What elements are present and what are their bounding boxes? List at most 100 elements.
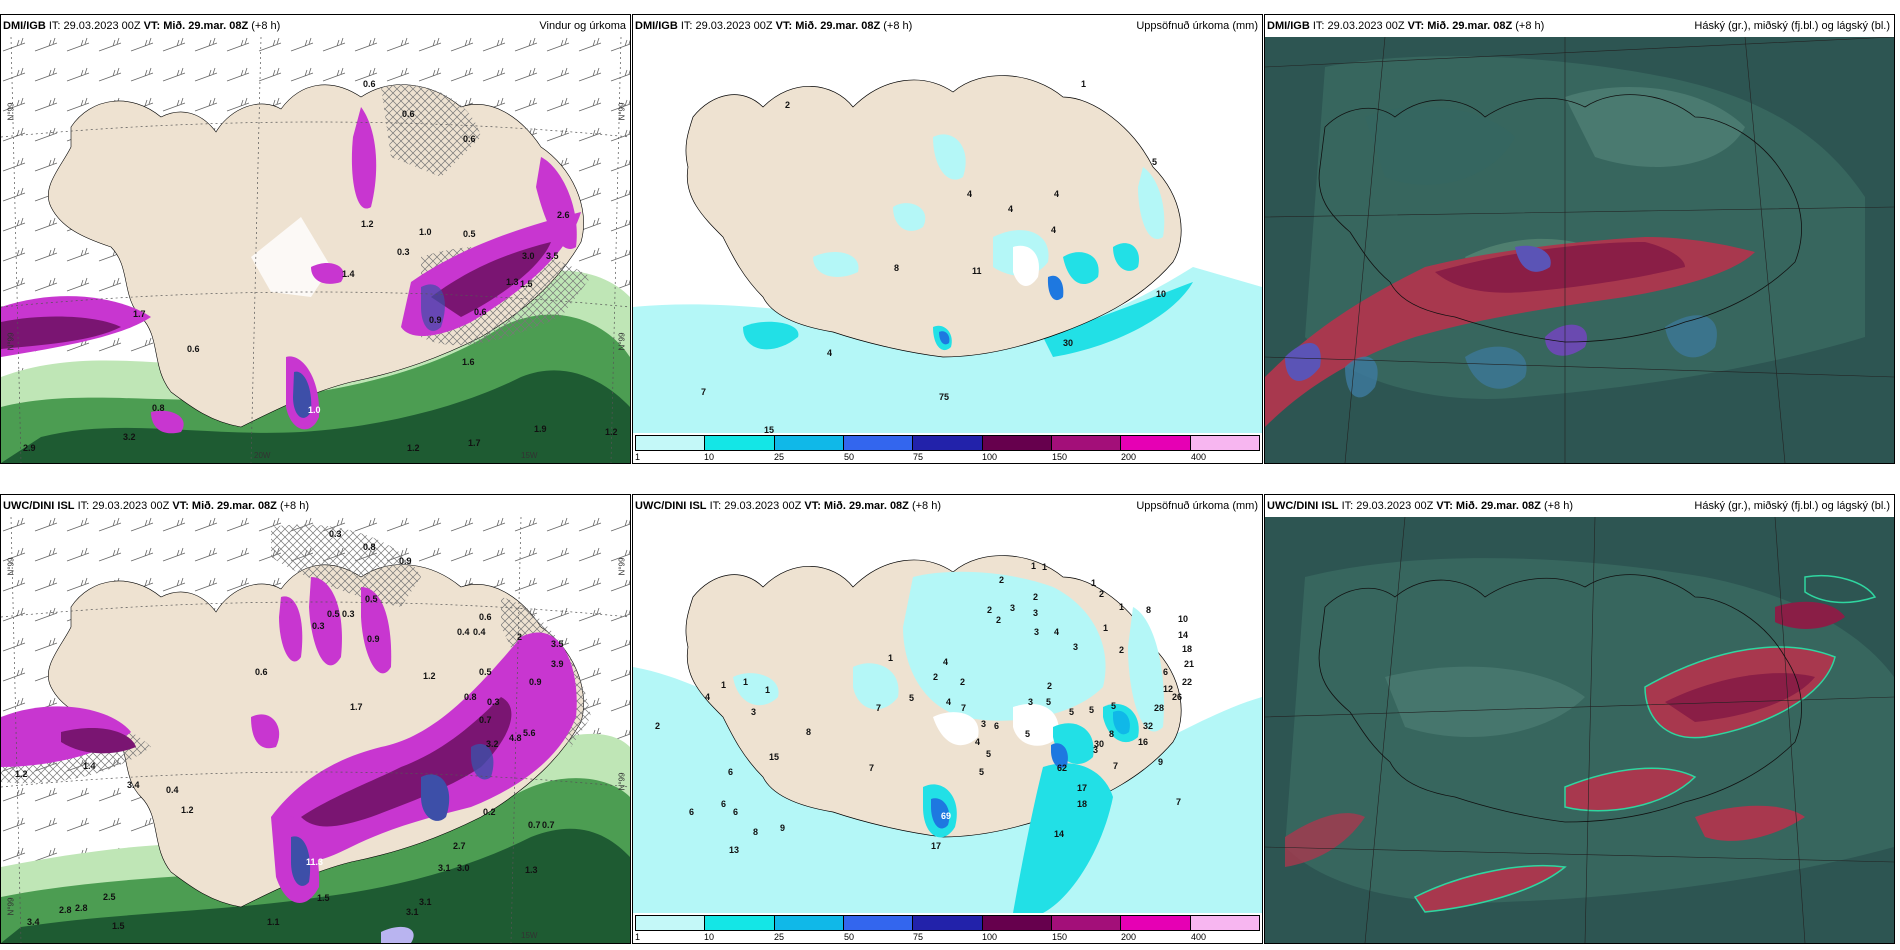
value-label: 11	[972, 266, 982, 276]
value-label: 1	[1091, 578, 1097, 588]
legend-swatch	[913, 915, 983, 931]
value-label: 0.3	[342, 609, 355, 619]
value-label: 0.3	[312, 621, 325, 631]
value-label: 7	[961, 703, 967, 713]
value-label: 10	[1156, 289, 1167, 299]
panel-header: DMI/IGB IT: 29.03.2023 00Z VT: Mið. 29.m…	[1265, 15, 1894, 37]
axis-label: N°99	[617, 557, 627, 576]
value-label: 1.2	[15, 769, 28, 779]
legend-swatch	[705, 915, 775, 931]
value-label: 8	[806, 727, 812, 737]
value-label: 7	[1176, 797, 1182, 807]
axis-label: N°99	[617, 332, 627, 351]
value-label: 6	[728, 767, 734, 777]
value-label: 8	[894, 263, 900, 273]
value-label: 0.3	[329, 529, 342, 539]
value-label: 3.4	[27, 917, 40, 927]
legend-tick: 1	[635, 932, 641, 942]
value-label: 1.4	[342, 269, 355, 279]
map-wind-precip: 0.6 0.6 0.6 1.2 0.3 1.0 0.5 3.0 3.5 2.6 …	[1, 37, 630, 463]
value-label: 2.6	[557, 210, 570, 220]
legend-tick: 200	[1121, 932, 1137, 942]
run-time: IT: 29.03.2023 00Z	[77, 500, 170, 512]
value-label: 1.2	[361, 219, 374, 229]
lead-time: (+8 h)	[1543, 500, 1574, 512]
axis-label: 15W	[521, 931, 538, 940]
value-label: 0.7	[542, 820, 555, 830]
panel-dmi-wind-precip: DMI/IGB IT: 29.03.2023 00Z VT: Mið. 29.m…	[0, 14, 631, 464]
legend-tick: 25	[774, 452, 785, 462]
value-label: 5	[1069, 707, 1075, 717]
value-label: 22	[1182, 677, 1193, 687]
value-label: 6	[721, 799, 727, 809]
value-label: 1.5	[520, 279, 533, 289]
panel-header: UWC/DINI ISL IT: 29.03.2023 00Z VT: Mið.…	[1265, 495, 1894, 517]
value-label: 6	[994, 721, 1000, 731]
value-label: 0.4	[166, 785, 179, 795]
value-label: 4	[827, 348, 833, 358]
legend-swatch	[635, 435, 706, 451]
legend-tick: 400	[1191, 452, 1207, 462]
value-label: 1.7	[350, 702, 363, 712]
value-label: 0.4	[457, 627, 470, 637]
value-label: 4	[975, 737, 981, 747]
legend-tick: 25	[774, 932, 785, 942]
legend-bar	[635, 435, 1260, 451]
value-label: 3.0	[457, 863, 470, 873]
value-label: 18	[1182, 644, 1193, 654]
map-clouds	[1265, 37, 1894, 463]
value-label: 15	[769, 752, 780, 762]
value-label: 8	[1146, 605, 1152, 615]
value-label: 1	[1081, 79, 1087, 89]
value-label: 0.9	[529, 677, 542, 687]
model-name: DMI/IGB	[1267, 20, 1310, 32]
value-label: 4	[1008, 204, 1014, 214]
value-label: 4	[1054, 627, 1060, 637]
value-label: 3.2	[486, 739, 499, 749]
legend-swatch	[982, 435, 1052, 451]
panel-title: Vindur og úrkoma	[539, 20, 626, 32]
value-label: 30	[1094, 739, 1105, 749]
legend-tick: 50	[844, 932, 855, 942]
value-label: 0.5	[327, 609, 340, 619]
value-label: 3.2	[123, 432, 136, 442]
panel-title: Uppsöfnuð úrkoma (mm)	[1136, 20, 1258, 32]
panel-header: DMI/IGB IT: 29.03.2023 00Z VT: Mið. 29.m…	[1, 15, 630, 37]
model-name: DMI/IGB	[635, 20, 678, 32]
legend-tick: 10	[704, 452, 715, 462]
run-time: IT: 29.03.2023 00Z	[680, 20, 773, 32]
lead-time: (+8 h)	[1515, 20, 1545, 32]
lead-time: (+8 h)	[911, 500, 942, 512]
legend-tick: 75	[913, 452, 924, 462]
axis-label: N°99	[617, 102, 627, 121]
legend-tick: 400	[1191, 932, 1207, 942]
value-label: 1.9	[534, 424, 547, 434]
value-label: 3.5	[551, 639, 564, 649]
legend-swatch	[982, 915, 1052, 931]
model-name: UWC/DINI ISL	[1267, 500, 1339, 512]
value-label: 0.6	[187, 344, 200, 354]
axis-label: 20W	[254, 451, 271, 460]
legend-swatch	[635, 915, 706, 931]
legend-bar	[635, 915, 1260, 931]
legend-tick: 150	[1052, 932, 1068, 942]
value-label: 1.7	[468, 438, 481, 448]
value-label: 1.2	[605, 427, 618, 437]
value-label: 2	[1047, 681, 1053, 691]
value-label: 5	[979, 767, 985, 777]
value-label: 2	[960, 677, 966, 687]
value-label: 2	[1119, 645, 1125, 655]
value-label: 0.9	[429, 315, 442, 325]
value-label: 13	[729, 845, 740, 855]
value-label: 2.8	[59, 905, 72, 915]
value-label: 4	[1054, 189, 1060, 199]
value-label: 4.8	[509, 733, 522, 743]
value-label: 1.7	[133, 309, 146, 319]
map-accum-precip: 1 2 4 4 4 4 5 11 8 10 4 7 15 75 30	[633, 37, 1262, 433]
value-label: 14	[1178, 630, 1189, 640]
panel-title: Háský (gr.), miðský (fj.bl.) og lágský (…	[1694, 500, 1890, 512]
value-label: 3.1	[419, 897, 432, 907]
map-clouds	[1265, 517, 1894, 943]
legend-swatch	[1051, 915, 1122, 931]
value-label: 12	[1163, 684, 1174, 694]
